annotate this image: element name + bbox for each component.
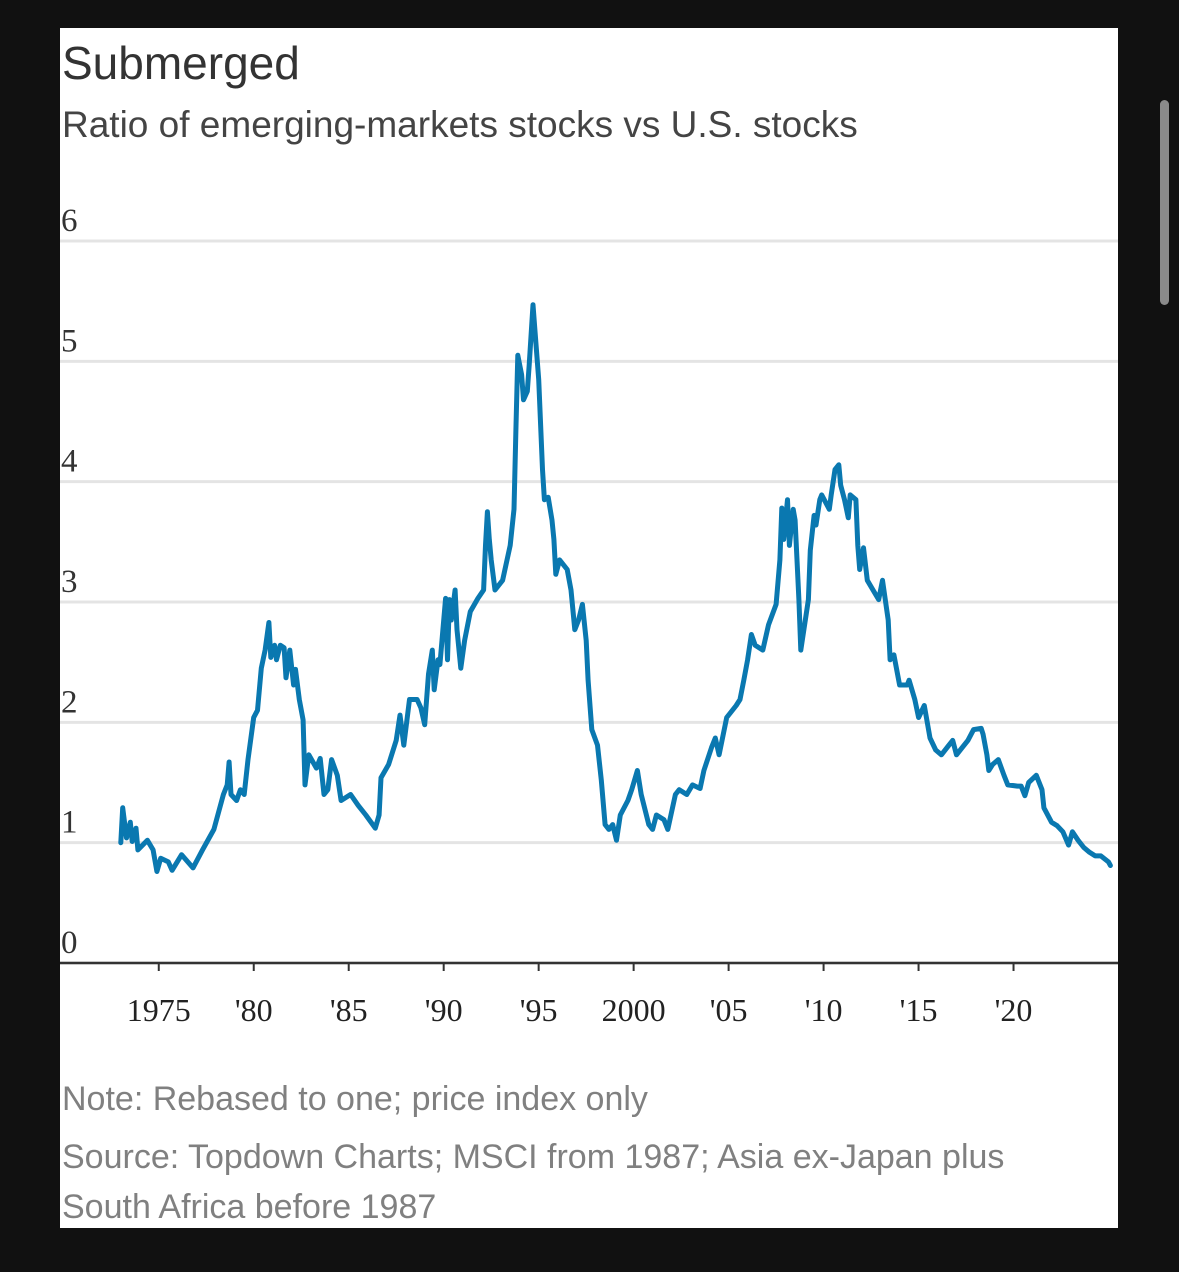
chart-title: Submerged xyxy=(62,37,300,89)
source: Source: Topdown Charts; MSCI from 1987; … xyxy=(62,1138,1005,1226)
y-tick-label: 2 xyxy=(61,684,78,720)
x-tick-label: '80 xyxy=(235,992,273,1028)
y-tick-label: 4 xyxy=(61,444,78,480)
x-tick-label: '20 xyxy=(995,992,1033,1028)
y-tick-label: 0 xyxy=(61,925,78,961)
x-tick-label: '85 xyxy=(330,992,368,1028)
y-tick-label: 3 xyxy=(61,564,78,600)
y-tick-label: 6 xyxy=(61,203,78,239)
x-tick-label: '15 xyxy=(900,992,938,1028)
scrollbar[interactable] xyxy=(1160,100,1169,305)
y-tick-label: 1 xyxy=(61,805,78,841)
x-tick-label: '10 xyxy=(805,992,843,1028)
y-tick-label: 5 xyxy=(61,323,78,359)
data-line xyxy=(118,302,1113,874)
x-tick-label: 2000 xyxy=(602,992,666,1028)
x-tick-label: 1975 xyxy=(127,992,191,1028)
note: Note: Rebased to one; price index only xyxy=(62,1080,648,1118)
x-tick-label: '90 xyxy=(425,992,463,1028)
x-tick-label: '95 xyxy=(520,992,558,1028)
chart-subtitle: Ratio of emerging-markets stocks vs U.S.… xyxy=(62,104,858,145)
x-tick-label: '05 xyxy=(710,992,748,1028)
panel xyxy=(60,28,1118,1228)
